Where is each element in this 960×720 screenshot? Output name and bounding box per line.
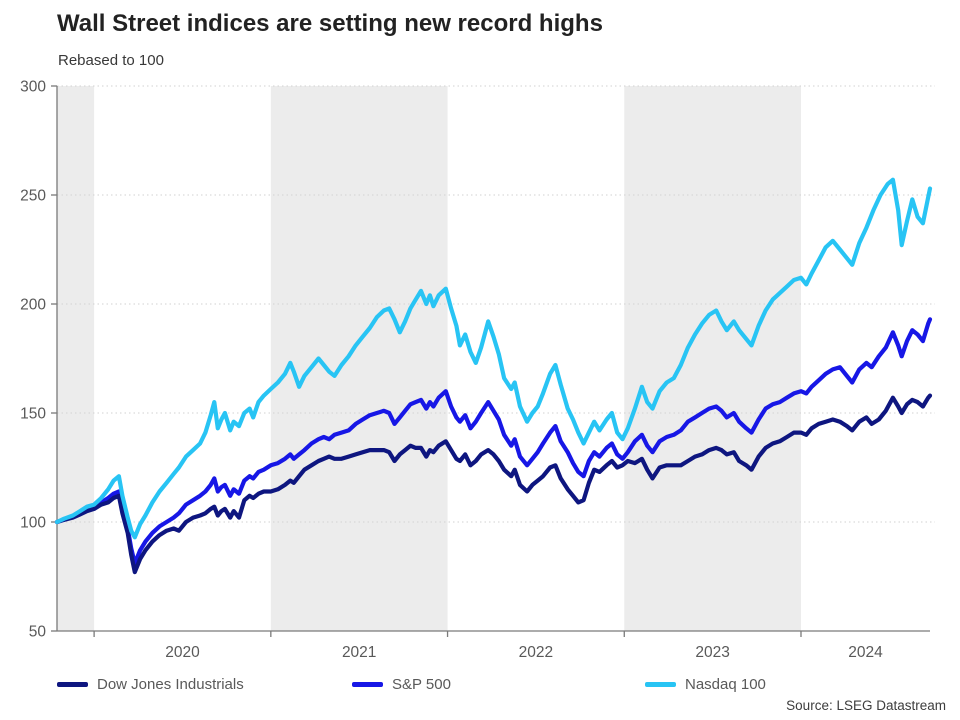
legend-label-dow-jones: Dow Jones Industrials (97, 675, 244, 693)
legend-label-sp500: S&P 500 (392, 675, 451, 693)
x-axis-year-label: 2021 (342, 644, 376, 661)
year-shading-band (270, 86, 448, 631)
x-axis-year-label: 2023 (695, 644, 729, 661)
chart-subtitle: Rebased to 100 (58, 52, 164, 69)
y-axis-tick-label: 50 (29, 624, 47, 641)
x-axis-year-label: 2020 (165, 644, 200, 661)
y-axis-tick-label: 300 (20, 79, 46, 96)
source-attribution: Source: LSEG Datastream (786, 698, 946, 713)
y-axis-tick-label: 200 (20, 297, 46, 314)
y-axis-tick-label: 100 (20, 515, 46, 532)
year-shading-band (57, 86, 95, 631)
nasdaq-line-swatch (645, 681, 676, 687)
series-line-s-p-500 (54, 317, 933, 566)
x-axis-year-label: 2022 (519, 644, 553, 661)
year-shading-band (624, 86, 801, 631)
y-axis-tick-label: 150 (20, 406, 46, 423)
series-line-nasdaq-100 (54, 177, 933, 540)
legend-item-sp500: S&P 500 (352, 674, 451, 694)
legend-label-nasdaq: Nasdaq 100 (685, 675, 766, 693)
chart-legend: Dow Jones Industrials S&P 500 Nasdaq 100 (0, 674, 960, 694)
dow-jones-line-swatch (57, 681, 88, 687)
legend-item-dow-jones: Dow Jones Industrials (57, 674, 244, 694)
x-axis-year-label: 2024 (848, 644, 883, 661)
chart-title: Wall Street indices are setting new reco… (57, 10, 603, 37)
series-line-dow-jones-industrials (54, 393, 933, 575)
y-axis-tick-label: 250 (20, 188, 46, 205)
sp500-line-swatch (352, 681, 383, 687)
legend-item-nasdaq: Nasdaq 100 (645, 674, 766, 694)
